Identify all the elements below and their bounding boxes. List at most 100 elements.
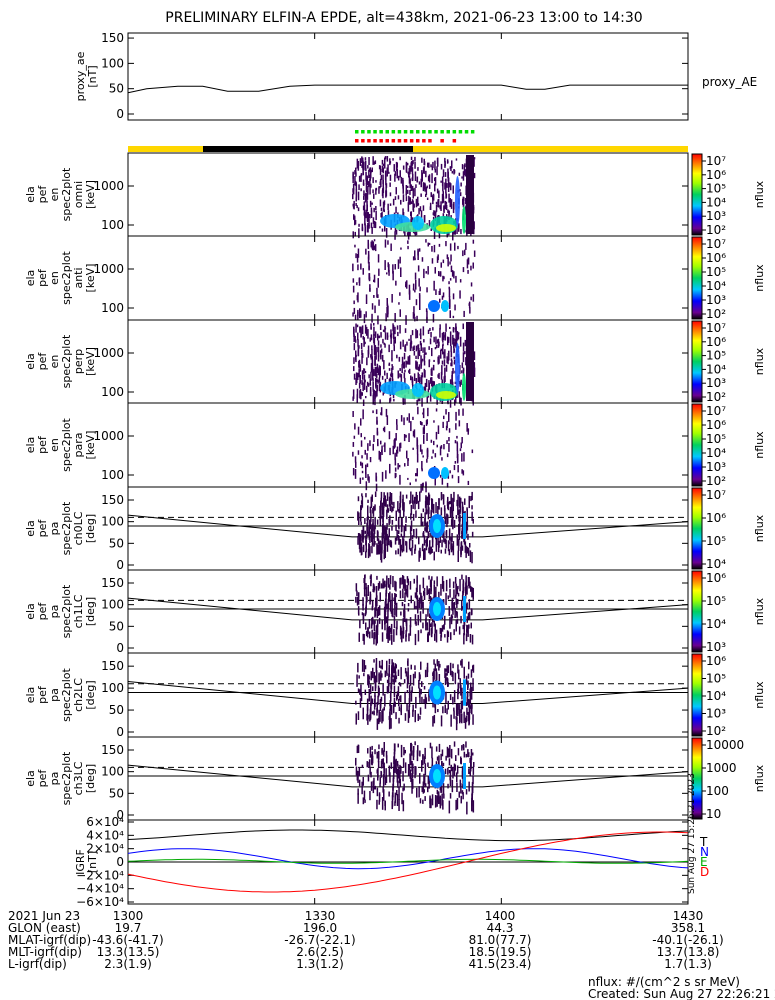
spectro-pixel — [386, 167, 388, 177]
spectro-pixel — [353, 343, 356, 351]
spectro-pixel — [460, 397, 462, 406]
spectro-pixel — [392, 198, 395, 206]
spectro-pixel — [425, 378, 428, 387]
spectro-pixel — [419, 707, 422, 715]
spectro-pixel — [399, 368, 401, 372]
colorbar-tick-label: 10⁵ — [706, 534, 726, 548]
spectro-pixel — [429, 392, 432, 402]
spectro-pixel — [420, 517, 422, 526]
spectro-pixel — [393, 752, 396, 761]
spectro-pixel — [373, 193, 375, 199]
spectro-pixel — [460, 497, 462, 504]
spectro-pixel — [412, 283, 415, 290]
spectro-pixel — [459, 516, 461, 526]
spectro-pixel — [393, 345, 395, 352]
spectro-pixel — [422, 427, 425, 435]
spectro-pixel — [382, 191, 384, 199]
spectro-pixel — [367, 748, 369, 754]
spectro-pixel — [455, 337, 458, 347]
y-axis-label: [deg] — [84, 764, 97, 793]
flux-blob — [441, 300, 449, 312]
spectro-pixel — [454, 242, 456, 251]
spectro-pixel — [386, 298, 388, 306]
spectro-pixel — [394, 671, 397, 679]
spectro-pixel — [472, 239, 475, 244]
spectro-pixel — [449, 662, 452, 676]
colorbar-tick-label: 10000 — [706, 738, 744, 752]
spectro-pixel — [386, 156, 389, 162]
spectro-pixel — [372, 583, 375, 590]
spectro-pixel — [376, 619, 379, 626]
spectro-pixel — [359, 375, 361, 384]
spectro-pixel — [446, 677, 448, 684]
spectro-pixel — [360, 263, 362, 270]
red-mark — [391, 139, 396, 143]
spectro-pixel — [426, 449, 429, 457]
shadow-segment — [203, 146, 413, 152]
spectro-pixel — [412, 288, 415, 291]
spectro-pixel — [399, 325, 401, 334]
spectro-pixel — [449, 745, 451, 758]
colorbar-label: nflux — [753, 514, 766, 542]
spectro-pixel — [384, 332, 387, 340]
spectro-pixel — [388, 344, 390, 353]
y-axis-label: ela — [24, 186, 37, 203]
colorbar-tick-label: 10³ — [706, 209, 726, 223]
y-axis-label: ela — [24, 437, 37, 454]
spectro-pixel — [424, 382, 427, 393]
spectro-pixel — [436, 444, 438, 448]
spectro-pixel — [436, 756, 439, 761]
spectro-pixel — [420, 178, 422, 188]
spectro-pixel — [437, 535, 439, 545]
spectro-pixel — [404, 762, 407, 774]
spectro-pixel — [448, 748, 450, 758]
spectro-pixel — [404, 691, 406, 704]
spectro-pixel — [386, 332, 389, 340]
spectro-pixel — [418, 377, 421, 385]
spectro-pixel — [392, 271, 394, 281]
spectro-pixel — [403, 434, 406, 442]
spectro-pixel — [412, 778, 414, 789]
spectro-pixel — [405, 196, 408, 202]
spectro-pixel — [408, 685, 411, 696]
spectro-pixel — [375, 634, 377, 646]
spectro-pixel — [375, 188, 377, 195]
spectro-pixel — [389, 627, 392, 633]
spectro-pixel — [467, 533, 469, 540]
spectro-pixel — [409, 345, 412, 351]
spectro-pixel — [455, 423, 457, 430]
flux-blob — [455, 343, 460, 393]
spectro-pixel — [461, 370, 463, 374]
spectro-pixel — [447, 595, 449, 600]
footer-value: 19.7 — [115, 921, 142, 935]
spectro-pixel — [386, 509, 388, 520]
spectro-pixel — [360, 440, 363, 447]
colorbar-tick-label: 10⁵ — [706, 265, 726, 279]
spectro-pixel — [411, 773, 414, 779]
spectro-pixel — [367, 674, 369, 686]
spectro-pixel — [468, 752, 470, 758]
spectro-pixel — [389, 700, 392, 711]
spectro-pixel — [404, 394, 406, 405]
spectro-pixel — [380, 407, 383, 416]
y-tick-label: 50 — [109, 536, 124, 550]
spectro-pixel — [406, 417, 409, 421]
spectro-pixel — [369, 766, 371, 775]
spectro-pixel — [402, 620, 404, 632]
spectro-pixel — [374, 348, 376, 356]
spectro-pixel — [408, 633, 410, 642]
spectro-pixel — [466, 696, 468, 706]
spectro-pixel — [359, 390, 361, 399]
spectro-pixel — [467, 680, 469, 686]
spectro-pixel — [421, 449, 423, 455]
spectro-pixel — [399, 256, 401, 264]
spectro-pixel — [399, 590, 402, 599]
spectro-pixel — [457, 332, 460, 340]
spectro-pixel — [371, 535, 374, 546]
spectro-pixel — [392, 445, 394, 455]
legend-entry: T — [699, 835, 708, 849]
spectro-pixel — [375, 598, 377, 611]
spectro-pixel — [399, 764, 401, 770]
flux-column — [463, 513, 466, 539]
spectro-pixel — [457, 664, 459, 674]
